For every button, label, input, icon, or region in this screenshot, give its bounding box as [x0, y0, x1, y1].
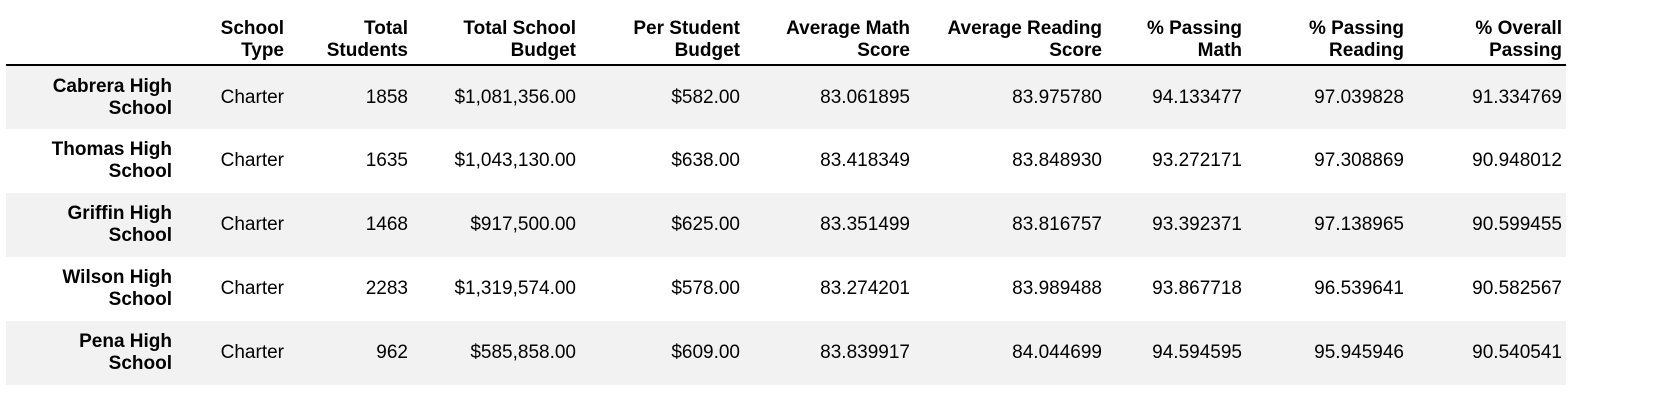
- overall-passing-cell: 90.948012: [1472, 150, 1562, 171]
- total-students-cell: 1635: [365, 150, 408, 171]
- table-header: School Type Total Students Total School Budge…: [6, 6, 1566, 66]
- average-reading-score-cell: 83.848930: [1012, 150, 1102, 171]
- school-name-line1: Cabrera High: [52, 75, 172, 97]
- index-header: [6, 6, 178, 66]
- passing-reading-header-line2: Reading: [1329, 40, 1404, 61]
- table-row: Griffin High School Charter 1468 $917,500.00…: [6, 193, 1566, 257]
- total-students-header: Total Students: [288, 6, 412, 66]
- average-reading-score-header-line2: Score: [1049, 40, 1102, 61]
- school-name-cell: Cabrera High School: [6, 65, 178, 129]
- total-students-cell: 962: [376, 342, 408, 363]
- school-name-line2: School: [108, 353, 172, 374]
- total-students-header-line2: Students: [326, 40, 408, 61]
- total-school-budget-cell: $1,081,356.00: [454, 86, 576, 108]
- per-student-budget-cell: $609.00: [671, 342, 740, 363]
- per-student-budget-cell: $638.00: [671, 150, 740, 171]
- average-reading-score-cell: 83.989488: [1012, 278, 1102, 299]
- per-student-budget-cell: $625.00: [671, 214, 740, 235]
- school-name-line1: Thomas High: [51, 139, 172, 160]
- overall-passing-header-line1: % Overall: [1475, 18, 1562, 39]
- average-reading-score-header: Average Reading Score: [914, 6, 1106, 66]
- overall-passing-cell: 90.540541: [1472, 342, 1562, 363]
- table-row: Cabrera High School Charter 1858 $1,081,356.…: [6, 65, 1566, 129]
- total-school-budget-header-line1: Total School: [463, 18, 576, 39]
- passing-reading-header: % Passing Reading: [1246, 6, 1408, 66]
- table-body: Cabrera High School Charter 1858 $1,081,356.…: [6, 65, 1566, 385]
- table-row: Thomas High School Charter 1635 $1,043,130.0…: [6, 129, 1566, 193]
- school-name-line1: Pena High: [79, 331, 172, 352]
- total-school-budget-cell: $1,043,130.00: [454, 150, 576, 171]
- total-school-budget-cell: $585,858.00: [470, 342, 576, 363]
- school-type-cell: Charter: [220, 86, 284, 108]
- average-math-score-cell: 83.351499: [820, 214, 910, 235]
- passing-math-cell: 93.867718: [1152, 278, 1242, 299]
- per-student-budget-header-line2: Budget: [674, 40, 740, 61]
- passing-reading-cell: 95.945946: [1314, 342, 1404, 363]
- table-row: Pena High School Charter 962 $585,858.00 $609…: [6, 321, 1566, 385]
- total-school-budget-header: Total School Budget: [412, 6, 580, 66]
- average-math-score-cell: 83.839917: [820, 342, 910, 363]
- overall-passing-header: % Overall Passing: [1408, 6, 1566, 66]
- school-name-line2: School: [108, 161, 172, 182]
- average-math-score-header-line1: Average Math: [786, 18, 910, 39]
- total-school-budget-cell: $1,319,574.00: [454, 278, 576, 299]
- school-type-header-line2: Type: [241, 40, 284, 61]
- average-math-score-cell: 83.418349: [820, 150, 910, 171]
- passing-math-cell: 94.133477: [1152, 86, 1242, 108]
- passing-math-header: % Passing Math: [1106, 6, 1246, 66]
- school-type-cell: Charter: [220, 150, 284, 171]
- total-students-header-line1: Total: [364, 18, 408, 39]
- passing-reading-header-line1: % Passing: [1308, 18, 1404, 39]
- average-reading-score-header-line1: Average Reading: [947, 18, 1102, 39]
- total-school-budget-header-line2: Budget: [510, 40, 576, 61]
- school-name-cell: Pena High School: [6, 321, 178, 385]
- school-name-line1: Griffin High: [67, 203, 172, 224]
- school-name-line2: School: [108, 97, 172, 119]
- passing-math-cell: 94.594595: [1152, 342, 1242, 363]
- school-type-cell: Charter: [220, 278, 284, 299]
- school-name-line2: School: [108, 225, 172, 246]
- school-type-cell: Charter: [220, 214, 284, 235]
- overall-passing-header-line2: Passing: [1489, 40, 1562, 61]
- passing-math-cell: 93.392371: [1152, 214, 1242, 235]
- average-math-score-header-line2: Score: [857, 40, 910, 61]
- per-student-budget-cell: $578.00: [671, 278, 740, 299]
- overall-passing-cell: 90.599455: [1472, 214, 1562, 235]
- school-summary-table: School Type Total Students Total School Budge…: [6, 6, 1566, 385]
- school-type-header: School Type: [178, 6, 288, 66]
- school-name-cell: Griffin High School: [6, 193, 178, 257]
- total-students-cell: 1468: [365, 214, 408, 235]
- passing-math-header-line2: Math: [1197, 40, 1242, 61]
- average-reading-score-cell: 83.975780: [1012, 86, 1102, 108]
- total-school-budget-cell: $917,500.00: [470, 214, 576, 235]
- school-type-cell: Charter: [220, 342, 284, 363]
- header-row: School Type Total Students Total School Budge…: [6, 6, 1566, 66]
- school-type-header-line1: School: [220, 18, 284, 39]
- passing-reading-cell: 97.308869: [1314, 150, 1404, 171]
- school-name-line2: School: [108, 289, 172, 310]
- school-name-cell: Wilson High School: [6, 257, 178, 321]
- average-math-score-cell: 83.061895: [820, 86, 910, 108]
- average-math-score-header: Average Math Score: [744, 6, 914, 66]
- per-student-budget-header-line1: Per Student: [633, 18, 740, 39]
- overall-passing-cell: 91.334769: [1472, 86, 1562, 108]
- per-student-budget-cell: $582.00: [671, 86, 740, 108]
- per-student-budget-header: Per Student Budget: [580, 6, 744, 66]
- school-name-line1: Wilson High: [62, 267, 172, 288]
- passing-math-header-line1: % Passing: [1146, 18, 1242, 39]
- table-row: Wilson High School Charter 2283 $1,319,574.0…: [6, 257, 1566, 321]
- passing-reading-cell: 97.039828: [1314, 86, 1404, 108]
- total-students-cell: 2283: [365, 278, 408, 299]
- total-students-cell: 1858: [365, 86, 408, 108]
- passing-reading-cell: 96.539641: [1314, 278, 1404, 299]
- passing-reading-cell: 97.138965: [1314, 214, 1404, 235]
- passing-math-cell: 93.272171: [1152, 150, 1242, 171]
- average-math-score-cell: 83.274201: [820, 278, 910, 299]
- overall-passing-cell: 90.582567: [1472, 278, 1562, 299]
- average-reading-score-cell: 83.816757: [1012, 214, 1102, 235]
- school-name-cell: Thomas High School: [6, 129, 178, 193]
- average-reading-score-cell: 84.044699: [1012, 342, 1102, 363]
